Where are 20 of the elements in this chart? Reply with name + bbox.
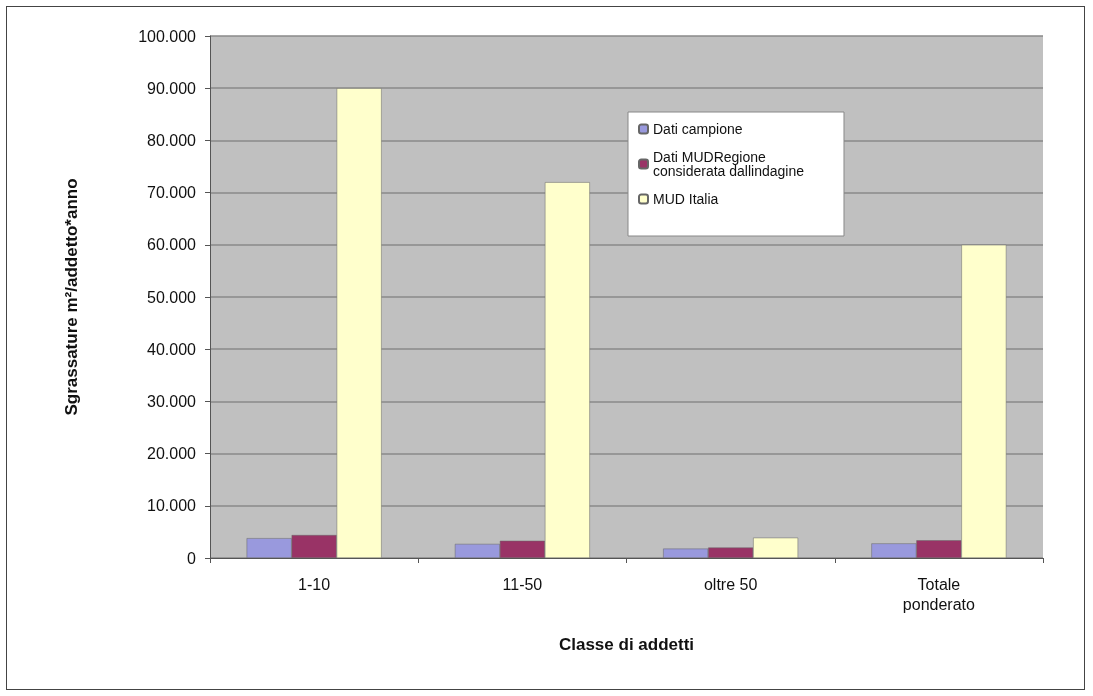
legend-label: Dati campione — [653, 121, 743, 137]
y-tick-label: 0 — [187, 549, 197, 567]
y-tick-label: 80.000 — [147, 131, 197, 149]
y-tick-label: 30.000 — [147, 392, 197, 410]
y-axis-title: Sgrassature m²/addetto*anno — [62, 178, 81, 416]
y-tick-label: 50.000 — [147, 288, 197, 306]
y-tick-label: 10.000 — [147, 497, 197, 515]
y-tick-label: 60.000 — [147, 236, 197, 254]
y-tick-label: 40.000 — [147, 340, 197, 358]
y-tick-label: 90.000 — [147, 79, 197, 97]
legend-label: Dati MUDRegione considerata dallindagine — [653, 149, 805, 179]
x-tick-label: 11-50 — [502, 575, 543, 593]
x-tick-label: 1-10 — [298, 575, 331, 593]
x-tick-label: oltre 50 — [703, 575, 758, 593]
x-axis-title: Classe di addetti — [558, 635, 695, 654]
y-tick-label: 100.000 — [138, 27, 197, 45]
y-tick-label: 20.000 — [147, 445, 197, 463]
y-tick-label: 70.000 — [147, 184, 197, 202]
x-tick-label: Totale ponderato — [902, 575, 976, 613]
legend-label: MUD Italia — [653, 191, 719, 207]
